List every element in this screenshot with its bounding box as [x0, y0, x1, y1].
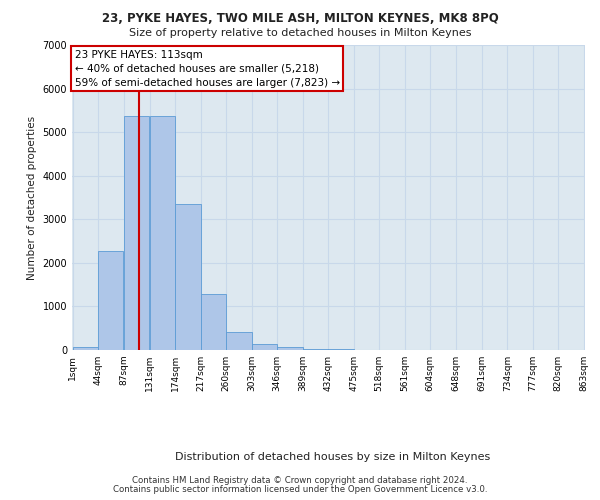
Text: Contains HM Land Registry data © Crown copyright and database right 2024.: Contains HM Land Registry data © Crown c… [132, 476, 468, 485]
Text: Distribution of detached houses by size in Milton Keynes: Distribution of detached houses by size … [175, 452, 491, 462]
Bar [226, 332, 251, 350]
Bar [124, 116, 149, 350]
Bar [73, 346, 98, 350]
Bar [252, 344, 277, 350]
Bar [277, 346, 302, 350]
Bar [303, 349, 328, 350]
Bar [201, 294, 226, 350]
Bar [328, 349, 353, 350]
Text: 23 PYKE HAYES: 113sqm
← 40% of detached houses are smaller (5,218)
59% of semi-d: 23 PYKE HAYES: 113sqm ← 40% of detached … [74, 50, 340, 88]
Y-axis label: Number of detached properties: Number of detached properties [27, 116, 37, 280]
Text: Contains public sector information licensed under the Open Government Licence v3: Contains public sector information licen… [113, 485, 487, 494]
Bar [175, 204, 200, 350]
Text: 23, PYKE HAYES, TWO MILE ASH, MILTON KEYNES, MK8 8PQ: 23, PYKE HAYES, TWO MILE ASH, MILTON KEY… [101, 12, 499, 26]
Text: Size of property relative to detached houses in Milton Keynes: Size of property relative to detached ho… [129, 28, 471, 38]
Bar [150, 116, 175, 350]
Bar [98, 250, 124, 350]
